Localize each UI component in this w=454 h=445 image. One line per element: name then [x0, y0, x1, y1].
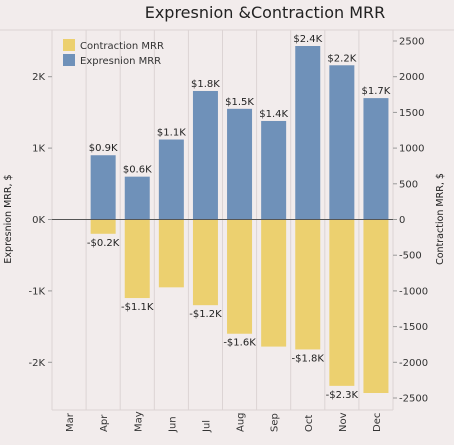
right-axis-label: Contraction MRR, $ — [435, 173, 446, 265]
data-label: $1.4K — [259, 109, 288, 120]
right-tick-label: -2500 — [399, 394, 428, 405]
right-tick-label: 2000 — [399, 72, 424, 83]
category-label: Jul — [201, 420, 212, 433]
data-label: -$1.8K — [292, 353, 325, 364]
left-tick-label: 2K — [32, 72, 45, 83]
category-label: Nov — [338, 412, 349, 432]
left-tick-label: 1K — [32, 144, 45, 155]
data-label: $2.4K — [293, 34, 322, 45]
data-label: $2.2K — [327, 53, 356, 64]
bar — [90, 155, 116, 220]
bar — [158, 219, 184, 288]
bars — [90, 45, 389, 394]
right-tick-label: 1000 — [399, 144, 424, 155]
data-label: -$1.2K — [189, 309, 222, 320]
data-label: $1.1K — [157, 128, 186, 139]
bar — [124, 176, 150, 220]
legend-swatch — [63, 39, 75, 51]
bar — [295, 45, 321, 220]
data-label: -$0.2K — [87, 238, 120, 249]
data-label: $1.5K — [225, 97, 254, 108]
bar — [192, 219, 218, 306]
left-tick-label: -2K — [28, 358, 45, 369]
bar — [363, 98, 389, 220]
bar — [192, 90, 218, 220]
bar — [261, 120, 287, 220]
right-tick-label: 0 — [399, 215, 405, 226]
left-tick-label: -1K — [28, 286, 45, 297]
right-tick-label: 1500 — [399, 108, 424, 119]
category-label: Jun — [167, 416, 178, 433]
legend-swatch — [63, 54, 75, 66]
category-label: Dec — [372, 413, 383, 432]
bar — [124, 219, 150, 299]
right-tick-label: 500 — [399, 179, 418, 190]
data-labels: -$0.2K -$1.1K -$1.2K -$1.6K -$1.8K -$2.3K $0.9… — [87, 34, 391, 401]
bar — [329, 219, 355, 386]
chart-title: Expresnion &Contraction MRR — [145, 3, 386, 22]
data-label: -$1.1K — [121, 302, 154, 313]
data-label: $0.9K — [89, 143, 118, 154]
bar — [158, 139, 184, 220]
right-tick-label: 2500 — [399, 37, 424, 48]
bar — [261, 219, 287, 347]
right-tick-label: -1000 — [399, 286, 428, 297]
data-label: -$1.6K — [223, 338, 256, 349]
left-axis-label: Expresnion MRR, $ — [3, 174, 14, 263]
legend-label: Expresnion MRR — [80, 56, 161, 67]
left-tick-label: 0K — [32, 215, 45, 226]
category-label: May — [133, 411, 144, 432]
category-label: Mar — [65, 412, 76, 432]
data-label: -$2.3K — [326, 390, 359, 401]
data-label: $1.7K — [362, 86, 391, 97]
right-tick-label: -1500 — [399, 322, 428, 333]
legend-label: Contraction MRR — [80, 41, 164, 52]
category-label: Sep — [270, 413, 281, 432]
category-label: Aug — [236, 412, 247, 432]
bar — [363, 219, 389, 394]
bar — [90, 219, 116, 234]
category-label: Oct — [304, 415, 315, 432]
legend: Contraction MRR Expresnion MRR — [63, 39, 164, 67]
data-label: $0.6K — [123, 165, 152, 176]
right-tick-label: -500 — [399, 251, 422, 262]
bar — [227, 219, 253, 334]
right-tick-label: -2000 — [399, 358, 428, 369]
axes: 2K 1K 0K -1K -2K 2500 2000 1500 1000 500 0 -500 -100… — [28, 37, 428, 434]
data-label: $1.8K — [191, 79, 220, 90]
bar — [329, 65, 355, 220]
bar — [295, 219, 321, 350]
category-label: Apr — [99, 414, 110, 432]
bar — [227, 108, 253, 220]
